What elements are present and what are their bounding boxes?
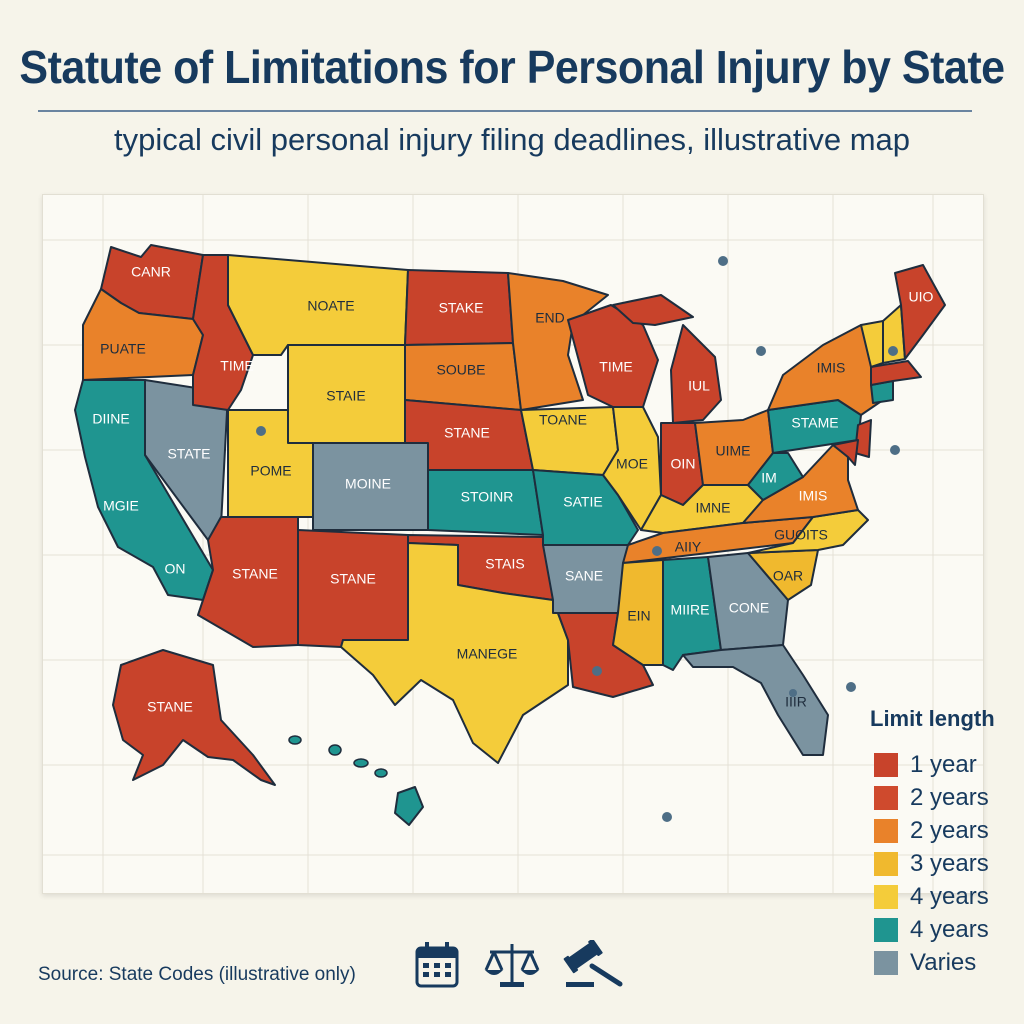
label-wa: CANR xyxy=(131,264,171,280)
map-title: Statute of Limitations for Personal Inju… xyxy=(19,42,1005,94)
legend-label: 2 years xyxy=(910,783,989,811)
state-wv[interactable] xyxy=(747,452,804,501)
calendar-icon xyxy=(415,942,459,988)
gavel-icon xyxy=(563,940,623,987)
us-map: CANR PUATE DIINE MGIE ON STATE TIME NOAT… xyxy=(43,195,983,893)
label-ok: STAIS xyxy=(485,556,524,572)
legend-items: 1 year 2 years 2 years 3 years 4 years 4 year… xyxy=(868,748,995,979)
state-labels: CANR PUATE DIINE MGIE ON STATE TIME NOAT… xyxy=(92,264,933,715)
label-ia: TOANE xyxy=(539,412,587,428)
label-me: UIO xyxy=(909,289,934,305)
state-va[interactable] xyxy=(742,444,859,524)
label-mi: IUL xyxy=(688,378,710,394)
title-divider xyxy=(38,110,972,112)
label-mn: END xyxy=(535,310,565,326)
legend-swatch xyxy=(874,785,898,810)
label-co: MOINE xyxy=(345,476,391,492)
legend-swatch xyxy=(874,752,898,777)
hawaii-islands xyxy=(288,735,388,778)
label-sd: SOUBE xyxy=(436,362,485,378)
label-ca3: ON xyxy=(165,561,186,577)
legend-item: 1 year xyxy=(868,748,995,781)
state-nc[interactable] xyxy=(747,509,869,554)
label-az: STANE xyxy=(232,566,278,582)
legend-swatch xyxy=(874,884,898,909)
legend-item: 3 years xyxy=(868,847,995,880)
label-tx: MANEGE xyxy=(457,646,518,662)
legend-item: 2 years xyxy=(868,814,995,847)
legend-label: 1 year xyxy=(910,750,977,778)
state-md[interactable] xyxy=(832,439,859,466)
label-or: PUATE xyxy=(100,341,146,357)
state-me[interactable] xyxy=(894,264,946,360)
label-fl: IIIR xyxy=(785,694,807,710)
legend-swatch xyxy=(874,851,898,876)
label-ny: IMIS xyxy=(817,360,846,376)
label-tn: AIIY xyxy=(675,539,702,555)
legend-swatch xyxy=(874,917,898,942)
label-in: OIN xyxy=(671,456,696,472)
legend-label: 4 years xyxy=(910,915,989,943)
state-fl[interactable] xyxy=(682,644,829,756)
map-subtitle: typical civil personal injury filing dea… xyxy=(113,122,911,157)
legend-item: 4 years xyxy=(868,880,995,913)
legend-label: 3 years xyxy=(910,849,989,877)
legend-swatch xyxy=(874,950,898,975)
label-wi: TIME xyxy=(599,359,632,375)
label-ca: DIINE xyxy=(92,411,129,427)
state-ma[interactable] xyxy=(870,360,922,386)
map-panel: CANR PUATE DIINE MGIE ON STATE TIME NOAT… xyxy=(42,194,984,894)
state-mi[interactable] xyxy=(670,324,722,424)
label-nc: GUOITS xyxy=(774,527,828,543)
legend-label: 4 years xyxy=(910,882,989,910)
state-nm[interactable] xyxy=(297,529,409,648)
label-il: MOE xyxy=(616,456,648,472)
legend-item: 4 years xyxy=(868,913,995,946)
label-nv: STATE xyxy=(167,446,210,462)
label-ky: IMNE xyxy=(696,500,731,516)
label-ga: CONE xyxy=(729,600,769,616)
state-tx[interactable] xyxy=(340,542,569,764)
label-pa: STAME xyxy=(791,415,838,431)
legend-swatch xyxy=(874,818,898,843)
scales-of-justice-icon xyxy=(484,944,540,987)
label-mo: SATIE xyxy=(563,494,602,510)
state-hi[interactable] xyxy=(394,786,424,826)
legend-label: 2 years xyxy=(910,816,989,844)
label-ak: STANE xyxy=(147,699,193,715)
legend-title: Limit length xyxy=(870,706,995,731)
label-mt: NOATE xyxy=(307,298,354,314)
label-nd: STAKE xyxy=(439,300,484,316)
label-ne: STANE xyxy=(444,425,490,441)
legend-item: Varies xyxy=(868,946,995,979)
legend: Limit length 1 year 2 years 2 years 3 years… xyxy=(868,706,995,979)
label-al: MIIRE xyxy=(671,602,710,618)
state-mn[interactable] xyxy=(507,272,609,411)
state-ak[interactable] xyxy=(112,649,276,786)
label-ut: POME xyxy=(250,463,291,479)
label-ms: EIN xyxy=(627,608,650,624)
label-ca2: MGIE xyxy=(103,498,139,514)
legend-label: Varies xyxy=(910,948,977,976)
label-nm: STANE xyxy=(330,571,376,587)
label-va: IMIS xyxy=(799,488,828,504)
state-az[interactable] xyxy=(197,516,299,648)
label-ks: STOINR xyxy=(461,489,514,505)
label-id: TIME xyxy=(220,358,253,374)
legend-item: 2 years xyxy=(868,781,995,814)
label-wv: IM xyxy=(761,470,777,486)
label-wy: STAIE xyxy=(326,388,365,404)
state-mi-up xyxy=(612,294,694,326)
label-ar: SANE xyxy=(565,568,603,584)
label-sc: OAR xyxy=(773,568,803,584)
map-markers xyxy=(256,256,900,822)
source-note: Source: State Codes (illustrative only) xyxy=(38,964,356,985)
label-oh: UIME xyxy=(716,443,751,459)
